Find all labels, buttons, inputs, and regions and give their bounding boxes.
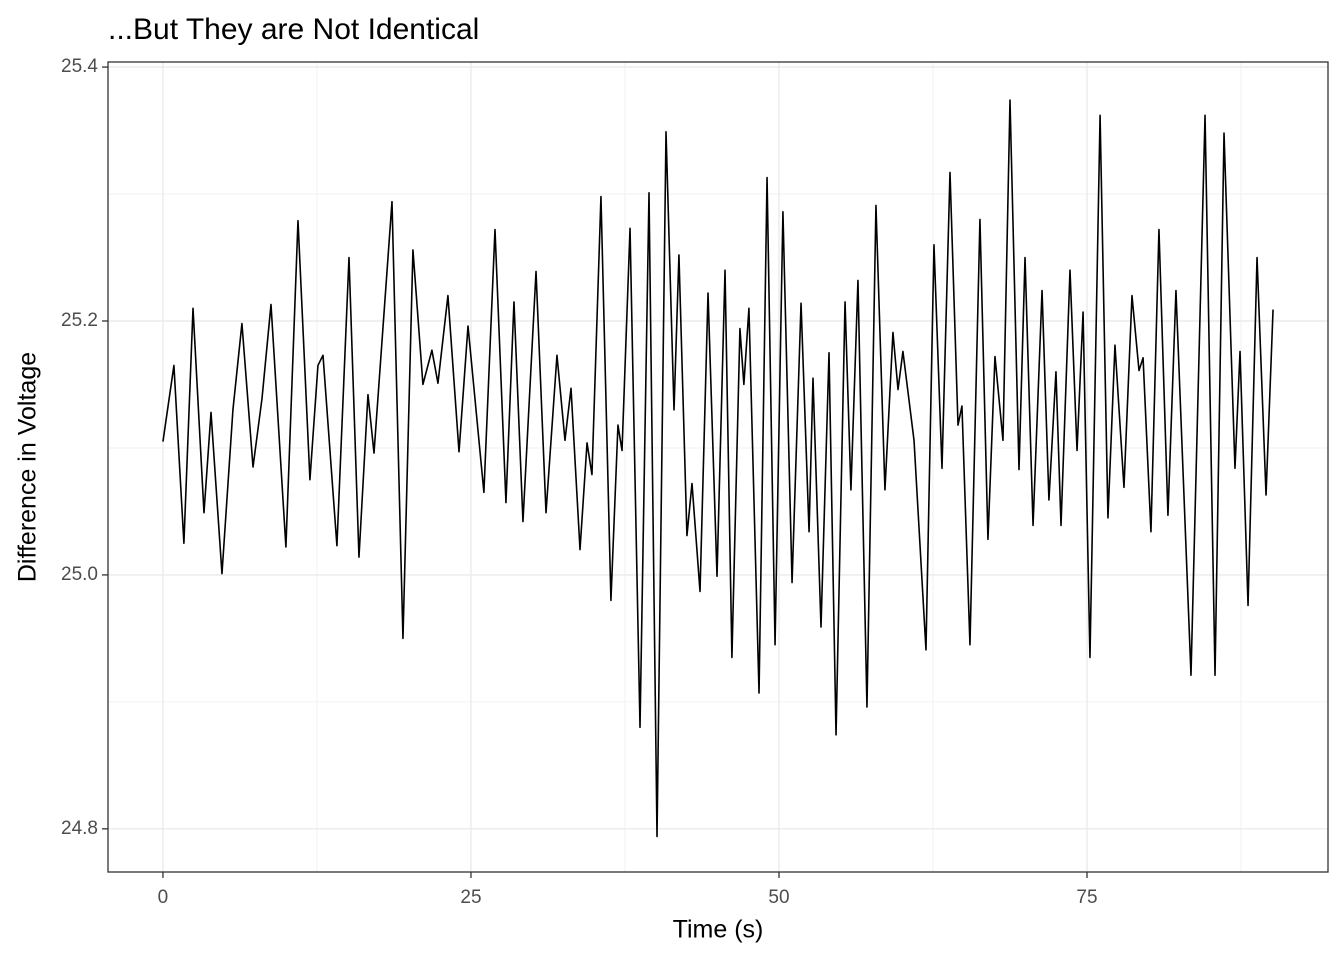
plot-marks [162, 99, 1274, 838]
y-tick-label: 25.0 [61, 564, 98, 585]
y-tick-label: 24.8 [61, 818, 98, 839]
x-tick-label: 0 [158, 887, 169, 908]
y-tick-label: 25.2 [61, 310, 98, 331]
x-axis-title: Time (s) [673, 916, 764, 944]
data-line [162, 99, 1274, 838]
x-tick-label: 50 [768, 887, 789, 908]
x-tick-label: 25 [460, 887, 481, 908]
panel-border [107, 61, 1329, 873]
x-tick-label: 75 [1076, 887, 1097, 908]
chart-title: ...But They are Not Identical [108, 13, 479, 46]
axes: 0 25 50 75 24.8 25.0 25.2 25.4 [61, 56, 1098, 908]
y-axis-title: Difference in Voltage [14, 352, 42, 582]
y-tick-label: 25.4 [61, 56, 98, 77]
